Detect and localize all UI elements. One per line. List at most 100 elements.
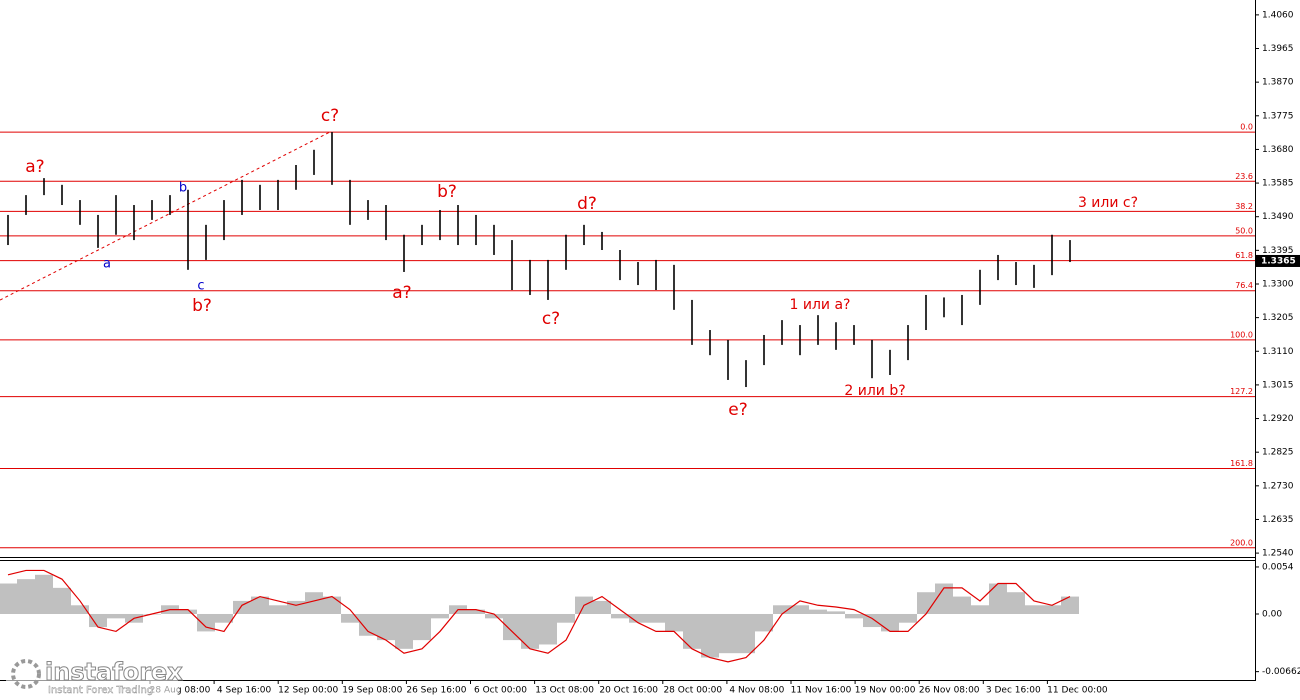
macd-histogram: [989, 583, 1007, 614]
last-price-label: 1.3365: [1261, 256, 1296, 266]
y-tick-label: 1.3585: [1262, 179, 1294, 189]
x-tick-label: 3 Dec 16:00: [986, 686, 1041, 696]
fib-label: 38.2: [1235, 202, 1253, 211]
wave-label: 1 или а?: [790, 297, 851, 313]
macd-histogram: [1061, 596, 1079, 614]
macd-signal: [7, 569, 1071, 663]
macd-histogram: [17, 579, 35, 614]
trend-line: [0, 131, 331, 301]
macd-histogram: [1007, 592, 1025, 614]
macd-histogram: [359, 613, 377, 636]
wave-label: a?: [25, 157, 44, 177]
macd-histogram: [287, 600, 305, 614]
y-tick-label: 1.2920: [1262, 414, 1294, 424]
fib-label: 50.0: [1235, 226, 1253, 235]
macd-histogram: [611, 613, 629, 619]
macd-histogram: [179, 609, 197, 614]
macd-histogram: [269, 605, 287, 614]
x-tick-label: 4 Nov 08:00: [729, 686, 784, 696]
y-tick-label: 1.3395: [1262, 246, 1294, 256]
y-tick-label: 1.2730: [1262, 481, 1294, 491]
macd-histogram: [395, 613, 413, 649]
macd-histogram: [629, 613, 647, 623]
y-tick-label: 1.2540: [1262, 549, 1294, 559]
y-tick-label: 1.3015: [1262, 380, 1294, 390]
fib-label: 76.4: [1235, 281, 1253, 290]
macd-histogram: [809, 609, 827, 614]
macd-histogram: [89, 613, 107, 628]
macd-histogram: [197, 613, 215, 632]
x-tick-label: 28 Oct 00:00: [663, 686, 722, 696]
wave-label: a?: [392, 283, 411, 303]
watermark-bg: [6, 655, 178, 697]
macd-histogram: [215, 613, 233, 623]
macd-histogram: [35, 574, 53, 614]
fib-label: 100.0: [1230, 330, 1253, 339]
x-tick-label: 19 Nov 00:00: [855, 686, 916, 696]
macd-histogram: [593, 600, 611, 614]
wave-label: e?: [728, 400, 747, 420]
fib-label: 61.8: [1235, 251, 1253, 260]
watermark-brand: instaforex: [45, 658, 183, 686]
wave-label: 3 или с?: [1078, 195, 1138, 211]
macd-histogram: [719, 613, 737, 654]
macd-histogram: [71, 605, 89, 614]
macd-histogram: [845, 613, 863, 619]
macd-histogram: [377, 613, 395, 641]
x-tick-label: 13 Oct 08:00: [535, 686, 594, 696]
wave-label: 2 или b?: [844, 383, 905, 399]
macd-y-tick-label: 0.00: [1262, 609, 1282, 619]
wave-label: b: [179, 181, 187, 196]
y-tick-label: 1.2635: [1262, 515, 1294, 525]
macd-histogram: [413, 613, 431, 641]
last-price-box: [1256, 254, 1300, 267]
macd-histogram: [701, 613, 719, 658]
macd-histogram: [233, 600, 251, 614]
macd-histogram: [431, 613, 449, 619]
wave-label: c?: [321, 106, 339, 126]
fib-label: 23.6: [1235, 172, 1253, 181]
macd-histogram: [1043, 605, 1061, 614]
macd-histogram: [935, 583, 953, 614]
fib-label: 200.0: [1230, 538, 1253, 547]
y-tick-label: 1.3965: [1262, 44, 1294, 54]
watermark-tagline: Instant Forex Trading: [48, 685, 153, 696]
y-tick-label: 1.3680: [1262, 145, 1294, 155]
fib-label: 161.8: [1230, 459, 1253, 468]
wave-label: c: [197, 279, 204, 294]
macd-histogram: [665, 613, 683, 632]
macd-histogram: [881, 613, 899, 632]
macd-histogram: [305, 592, 323, 614]
macd-histogram: [737, 613, 755, 654]
macd-y-tick-label: 0.0054: [1262, 562, 1294, 572]
fib-label: 0.0: [1240, 123, 1253, 132]
macd-y-tick-label: -0.00662: [1262, 667, 1300, 677]
wave-label: d?: [577, 194, 597, 214]
x-tick-label: 4 Sep 16:00: [217, 686, 272, 696]
x-tick-label: 11 Dec 00:00: [1047, 686, 1108, 696]
macd-histogram: [521, 613, 539, 649]
y-tick-label: 1.3490: [1262, 212, 1294, 222]
x-tick-label: 20 Oct 16:00: [599, 686, 658, 696]
y-tick-label: 1.3870: [1262, 78, 1294, 88]
macd-histogram: [0, 583, 17, 614]
macd-histogram: [341, 613, 359, 623]
macd-histogram: [827, 611, 845, 614]
y-tick-label: 1.3110: [1262, 347, 1294, 357]
watermark-icon: [11, 659, 41, 689]
macd-histogram: [917, 592, 935, 614]
x-tick-label: 26 Nov 08:00: [919, 686, 980, 696]
x-tick-label: 26 Sep 16:00: [406, 686, 466, 696]
wave-label: a: [103, 257, 111, 272]
watermark: instaforex Instant Forex Trading: [6, 655, 184, 697]
macd-histogram: [953, 596, 971, 614]
macd-histogram: [647, 613, 665, 623]
x-tick-label: 28 Aug 08:00: [150, 686, 211, 696]
fib-label: 127.2: [1230, 387, 1253, 396]
macd-histogram: [485, 613, 503, 619]
y-tick-label: 1.2825: [1262, 448, 1294, 458]
x-tick-label: 6 Oct 00:00: [474, 686, 527, 696]
y-tick-label: 1.3205: [1262, 313, 1294, 323]
y-tick-label: 1.3300: [1262, 279, 1294, 289]
x-tick-label: 19 Sep 08:00: [342, 686, 402, 696]
